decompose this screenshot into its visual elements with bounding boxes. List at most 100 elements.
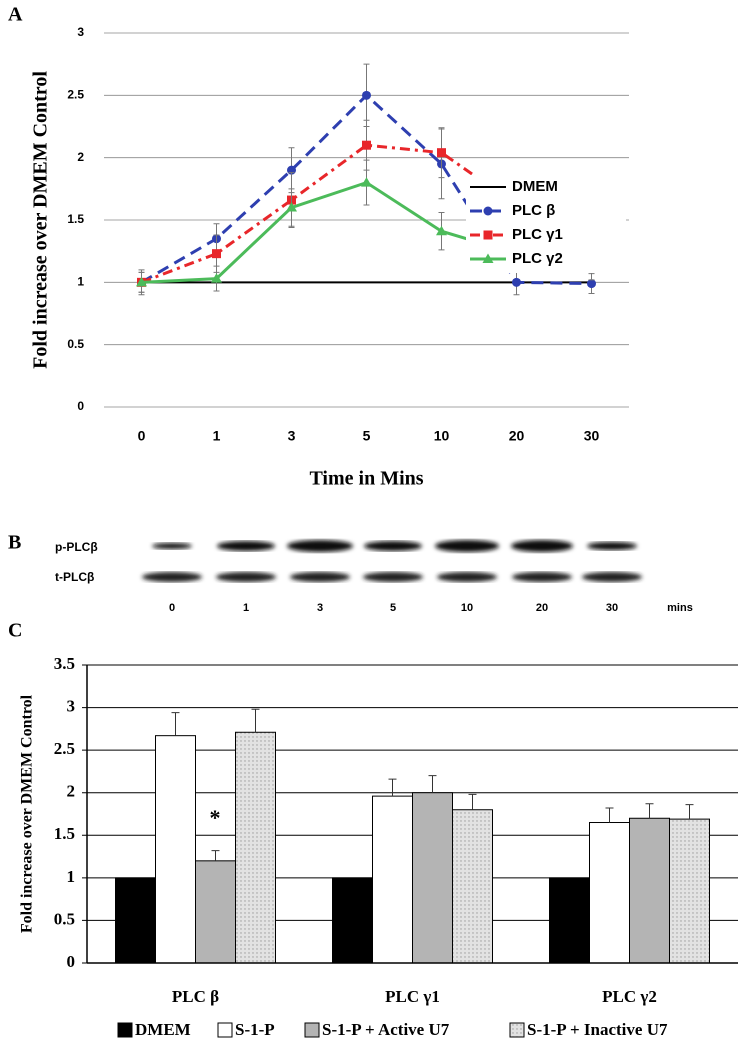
blot-band <box>437 572 497 582</box>
marker <box>483 230 493 240</box>
y-tick-label: 0.5 <box>67 337 84 351</box>
x-tick-label: 10 <box>434 428 450 444</box>
error-bar <box>428 775 437 793</box>
bar <box>235 731 276 964</box>
legend-label: DMEM <box>512 178 558 195</box>
blot-lane-label: 1 <box>243 602 249 614</box>
annotation: * <box>210 805 221 830</box>
blot-row-label: t-PLCβ <box>55 570 94 584</box>
legend-label: PLC γ1 <box>512 226 563 243</box>
panel-label: A <box>8 4 23 26</box>
x-tick-label: 30 <box>584 428 600 444</box>
blot-unit: mins <box>667 602 693 614</box>
x-tick-label: 1 <box>213 428 221 444</box>
blot-band <box>287 540 353 552</box>
blot-lane-label: 10 <box>461 602 473 614</box>
blot-band <box>152 543 192 549</box>
blot-band <box>587 542 637 550</box>
blot-band <box>435 540 499 552</box>
marker <box>436 225 447 236</box>
y-tick-label: 1.5 <box>54 824 75 843</box>
marker <box>286 202 297 212</box>
marker <box>482 253 494 263</box>
blot-band <box>582 572 642 582</box>
x-tick-label: PLC β <box>172 987 219 1006</box>
bar <box>372 795 413 964</box>
error-bar <box>645 803 654 819</box>
blot-band <box>511 540 573 552</box>
blot-lane-label: 3 <box>317 602 323 614</box>
bar <box>669 818 710 964</box>
blot-band <box>363 572 423 582</box>
marker <box>437 148 446 158</box>
y-tick-label: 3 <box>77 25 84 39</box>
marker <box>512 277 521 287</box>
x-axis-label: Time in Mins <box>309 468 423 490</box>
error-bar <box>171 712 180 736</box>
legend-swatch <box>509 1022 525 1038</box>
marker <box>587 279 596 289</box>
error-bar <box>388 778 397 797</box>
bar <box>412 792 453 964</box>
bar <box>195 860 236 964</box>
legend-swatch <box>117 1022 133 1038</box>
blot-row-label: p-PLCβ <box>55 540 98 554</box>
y-tick-label: 3.5 <box>54 654 75 673</box>
marker <box>211 273 222 283</box>
panel-label: B <box>8 532 21 554</box>
legend-box <box>466 175 626 273</box>
legend-label: PLC β <box>512 202 555 219</box>
legend-swatch <box>217 1022 233 1038</box>
x-tick-label: 20 <box>509 428 525 444</box>
legend-label: PLC γ2 <box>512 250 563 267</box>
blot-band <box>216 572 276 582</box>
bar <box>629 817 670 964</box>
y-tick-label: 2 <box>77 150 84 164</box>
blot-lane-label: 5 <box>390 602 396 614</box>
blot-band <box>142 572 202 582</box>
blot-lane-label: 0 <box>169 602 175 614</box>
legend-label: S-1-P <box>235 1020 275 1039</box>
y-tick-label: 3 <box>67 696 76 715</box>
y-axis-label: Fold increase over DMEM Control <box>30 71 52 369</box>
x-tick-label: 0 <box>138 428 146 444</box>
error-bar <box>468 793 477 810</box>
marker <box>483 206 493 216</box>
bar <box>549 877 590 964</box>
y-tick-label: 2.5 <box>54 739 75 758</box>
blot-band <box>217 541 275 551</box>
bar <box>332 877 373 964</box>
y-tick-label: 1.5 <box>67 212 84 226</box>
x-tick-label: PLC γ2 <box>602 987 657 1006</box>
blot-lane-label: 20 <box>536 602 548 614</box>
bar <box>589 822 630 964</box>
x-tick-label: 3 <box>288 428 296 444</box>
error-bar <box>251 708 260 733</box>
error-bar <box>605 807 614 823</box>
marker <box>361 177 372 187</box>
legend-label: DMEM <box>135 1020 191 1039</box>
legend-label: S-1-P + Active U7 <box>322 1020 450 1039</box>
error-bar <box>211 850 220 861</box>
marker <box>362 90 371 100</box>
blot-band <box>364 541 422 551</box>
marker <box>362 140 371 150</box>
blot-band <box>512 572 572 582</box>
y-tick-label: 0.5 <box>54 909 75 928</box>
blot-lane-label: 30 <box>606 602 618 614</box>
y-tick-label: 1 <box>67 867 76 886</box>
y-tick-label: 2.5 <box>67 88 84 102</box>
marker <box>212 249 221 259</box>
marker <box>136 276 147 287</box>
panel-label: C <box>8 620 22 642</box>
legend-swatch <box>304 1022 320 1038</box>
error-bar <box>685 804 694 820</box>
y-tick-label: 1 <box>77 275 84 289</box>
bar <box>155 735 196 964</box>
y-axis-label: Fold increase over DMEM Control <box>19 694 36 933</box>
y-tick-label: 0 <box>67 952 76 971</box>
legend-label: S-1-P + Inactive U7 <box>527 1020 668 1039</box>
y-tick-label: 2 <box>67 782 76 801</box>
y-tick-label: 0 <box>77 399 84 413</box>
